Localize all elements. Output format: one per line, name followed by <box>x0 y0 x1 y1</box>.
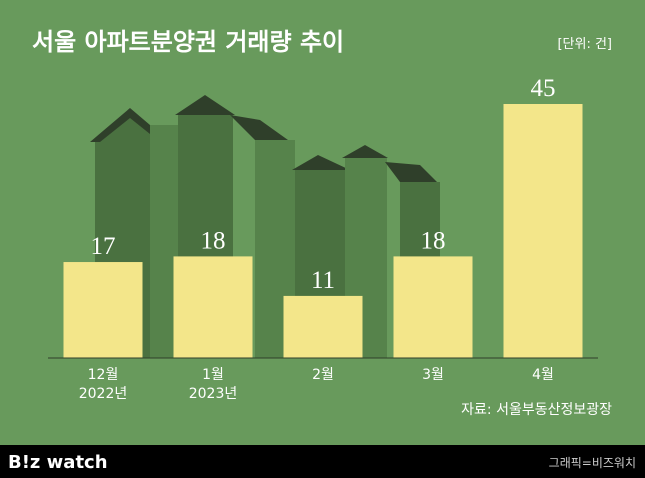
x-tick-label: 3월 <box>422 367 444 383</box>
bar <box>503 104 583 358</box>
value-label: 11 <box>311 267 335 294</box>
x-tick-label: 2월 <box>312 367 334 383</box>
bar <box>393 256 473 358</box>
bar <box>173 256 253 358</box>
chart-title: 서울 아파트분양권 거래량 추이 <box>32 28 344 56</box>
x-tick-label: 12월 2022년 <box>78 367 128 402</box>
x-tick-label: 1월 2023년 <box>188 367 238 402</box>
value-label: 45 <box>531 75 556 102</box>
unit-note: [단위: 건] <box>557 37 612 52</box>
bar <box>283 295 363 358</box>
value-label: 18 <box>201 227 226 254</box>
credit: 그래픽=비즈워치 <box>549 456 636 470</box>
source: 자료: 서울부동산정보광장 <box>461 402 612 418</box>
bar <box>63 262 143 358</box>
value-label: 17 <box>91 233 116 260</box>
value-label: 18 <box>421 227 446 254</box>
footer-bar <box>0 445 645 478</box>
logo: B!z watch <box>8 452 108 473</box>
x-tick-label: 4월 <box>532 367 554 383</box>
